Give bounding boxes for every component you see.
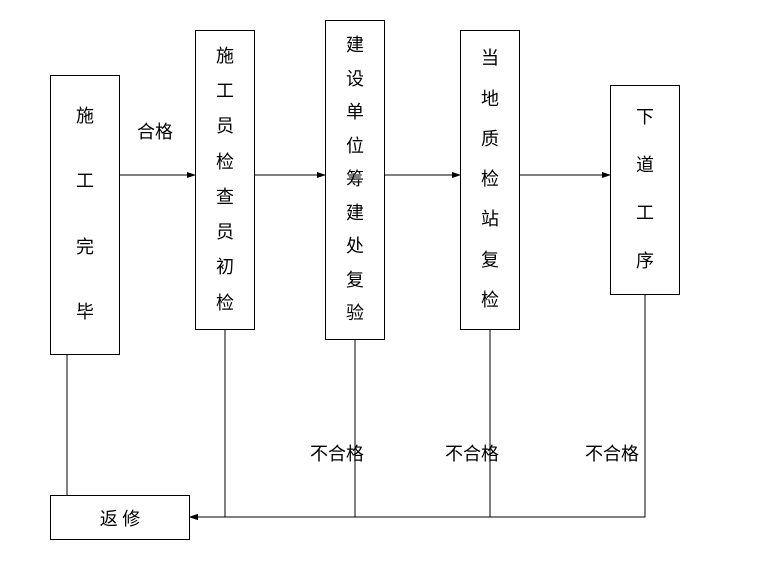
glyph: 站 — [481, 209, 499, 231]
node-next-process: 下道工序 — [610, 85, 680, 295]
glyph: 单 — [346, 102, 364, 124]
label-fail-3: 不合格 — [585, 440, 639, 466]
label-qualified: 合格 — [137, 118, 173, 144]
glyph: 检 — [216, 293, 234, 315]
glyph: 工 — [76, 171, 94, 193]
glyph: 工 — [216, 81, 234, 103]
glyph: 地 — [481, 89, 499, 111]
glyph: 施 — [216, 46, 234, 68]
glyph: 检 — [481, 169, 499, 191]
glyph: 建 — [346, 203, 364, 225]
node-reinspection: 建设单位筹建处复验 — [325, 20, 385, 340]
glyph: 施 — [76, 106, 94, 128]
glyph: 检 — [481, 290, 499, 312]
glyph: 工 — [636, 203, 654, 225]
glyph: 复 — [346, 270, 364, 292]
glyph: 设 — [346, 69, 364, 91]
glyph: 初 — [216, 257, 234, 279]
glyph: 验 — [346, 303, 364, 325]
glyph: 处 — [346, 236, 364, 258]
glyph: 检 — [216, 152, 234, 174]
glyph: 建 — [346, 35, 364, 57]
glyph: 筹 — [346, 169, 364, 191]
glyph: 毕 — [76, 302, 94, 324]
node-quality-station: 当地质检站复检 — [460, 30, 520, 330]
glyph: 质 — [481, 129, 499, 151]
glyph: 员 — [216, 222, 234, 244]
label-fail-1: 不合格 — [310, 440, 364, 466]
glyph: 道 — [636, 155, 654, 177]
node-construction-complete: 施工完毕 — [50, 75, 120, 355]
glyph: 序 — [636, 251, 654, 273]
glyph: 查 — [216, 187, 234, 209]
glyph: 完 — [76, 237, 94, 259]
node-initial-inspection: 施工员检查员初检 — [195, 30, 255, 330]
glyph: 员 — [216, 116, 234, 138]
glyph: 当 — [481, 48, 499, 70]
glyph: 下 — [636, 107, 654, 129]
label-fail-2: 不合格 — [445, 440, 499, 466]
glyph: 位 — [346, 136, 364, 158]
node-repair: 返 修 — [50, 495, 190, 540]
glyph: 复 — [481, 250, 499, 272]
